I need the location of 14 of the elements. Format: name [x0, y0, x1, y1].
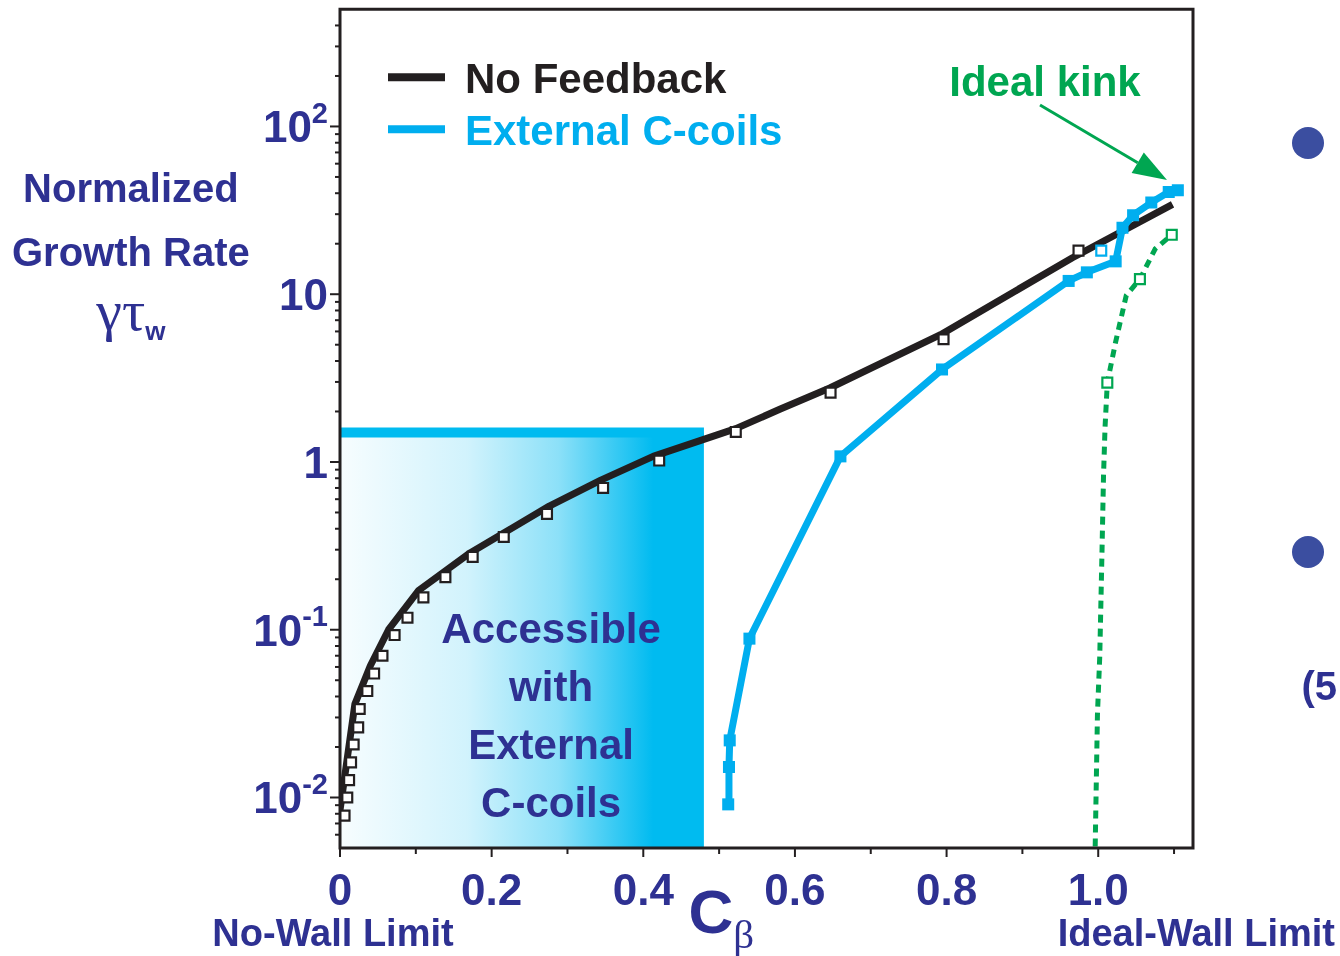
- text: No-Wall Limit: [212, 912, 455, 954]
- text: (5: [1301, 664, 1338, 708]
- x-tick-label: 0.8: [915, 865, 978, 914]
- legend-label: External C-coils: [465, 107, 783, 155]
- x-tick-label: 1.0: [1067, 865, 1129, 914]
- text: Ideal-Wall Limit: [1057, 912, 1336, 954]
- x-tick-label: 0: [327, 865, 353, 914]
- legend-label: No Feedback: [465, 55, 728, 103]
- x-tick-label: 0.4: [612, 865, 675, 914]
- y-tick-label: 10: [279, 270, 329, 320]
- y-tick-label: 1: [303, 437, 329, 487]
- annotation: Ideal kink: [949, 58, 1142, 106]
- x-tick-label: 0.2: [461, 865, 523, 914]
- x-tick-label: 0.6: [764, 865, 826, 914]
